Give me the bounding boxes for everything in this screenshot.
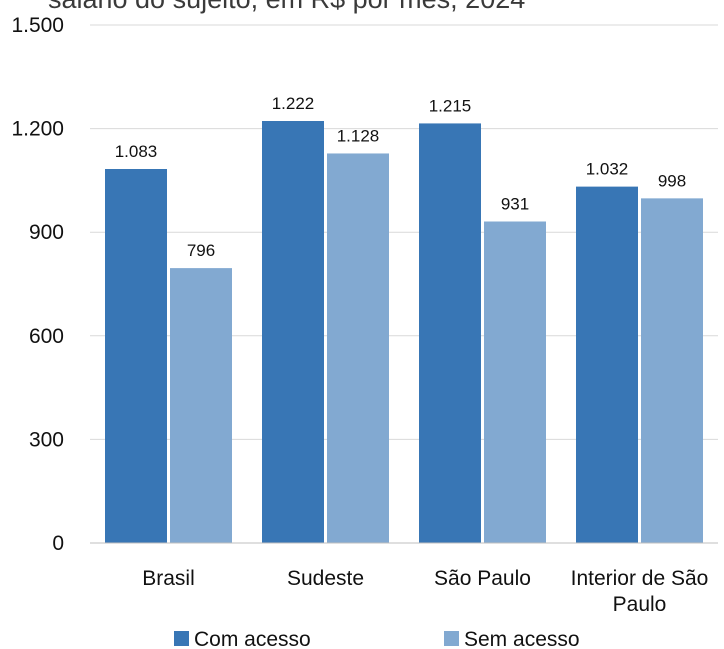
legend-label: Com acesso [194,628,311,649]
legend-label: Sem acesso [464,628,580,649]
y-tick-label: 1.200 [11,118,64,141]
data-label: 931 [501,194,529,213]
y-tick-label: 1.500 [11,14,64,37]
data-label: 796 [187,241,215,260]
x-axis: Brasil Sudeste São Paulo Interior de São Pau… [90,542,718,616]
data-label: 1.032 [586,160,629,179]
bar-sem-acesso [641,198,703,543]
x-tick-label: Interior de São [571,567,709,590]
bar-com-acesso [105,169,167,543]
bars [105,121,703,544]
y-tick-label: 600 [29,325,64,348]
data-label: 1.222 [272,94,315,113]
y-axis: 0 300 600 900 1.200 1.500 [11,14,64,555]
data-label: 1.128 [337,126,380,145]
bar-com-acesso [419,123,481,544]
data-label: 998 [658,171,686,190]
x-tick-label: Paulo [613,593,667,616]
bar-com-acesso [576,186,638,543]
x-tick-label: São Paulo [434,567,531,590]
legend: Com acesso Sem acesso [174,628,580,649]
bar-sem-acesso [327,153,389,544]
y-tick-label: 900 [29,221,64,244]
legend-item: Com acesso [174,628,311,649]
data-label: 1.083 [115,142,158,161]
bar-sem-acesso [484,221,546,543]
legend-swatch [444,631,459,646]
y-tick-label: 300 [29,428,64,451]
x-tick-label: Sudeste [287,567,364,590]
y-tick-label: 0 [52,532,64,555]
legend-item: Sem acesso [444,628,580,649]
data-labels: 1.083 796 1.222 1.128 1.215 931 1.032 998 [115,94,686,260]
data-label: 1.215 [429,96,472,115]
x-tick-label: Brasil [142,567,195,590]
bar-com-acesso [262,121,324,543]
legend-swatch [174,631,189,646]
chart-title: salário do sujeito, em R$ por mês, 2024 [48,0,525,14]
bar-sem-acesso [170,268,232,543]
